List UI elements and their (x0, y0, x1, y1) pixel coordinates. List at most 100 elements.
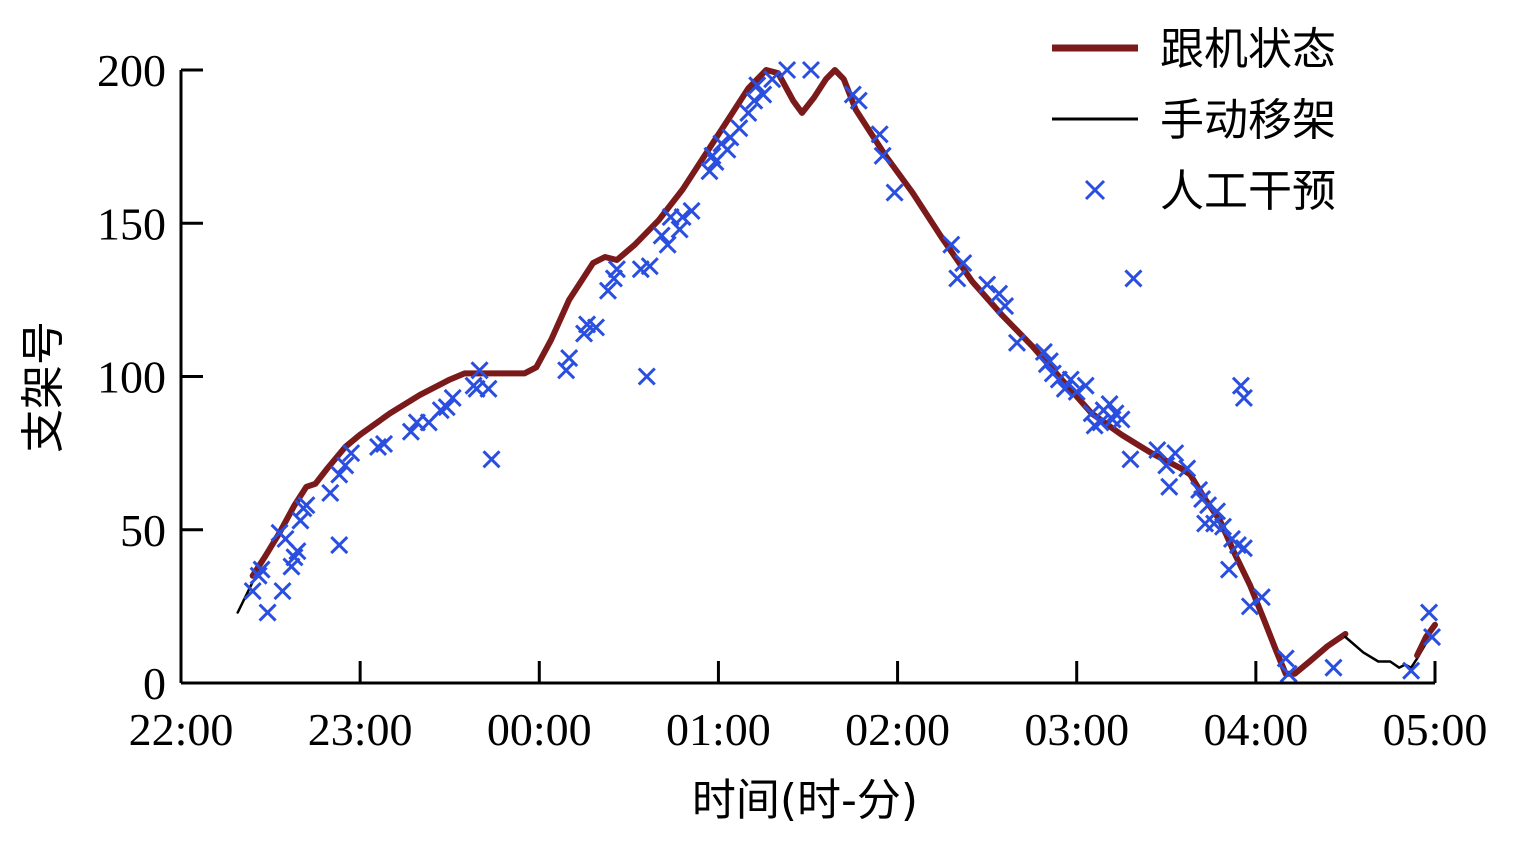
intervention-point (479, 379, 498, 398)
marker-stroke (1199, 496, 1218, 515)
marker-stroke (1091, 413, 1110, 432)
intervention-point (258, 603, 277, 622)
marker-stroke (652, 226, 671, 245)
marker-stroke (745, 91, 764, 110)
intervention-point (1037, 355, 1056, 374)
marker-stroke (700, 162, 719, 181)
legend-label: 人工干预 (1160, 166, 1336, 217)
intervention-point (1160, 477, 1179, 496)
marker-stroke (1422, 627, 1442, 647)
intervention-point (885, 183, 904, 202)
marker-stroke (748, 76, 767, 95)
marker-stroke (1234, 539, 1253, 558)
intervention-point (368, 437, 388, 457)
marker-stroke (276, 529, 295, 549)
intervention-point (470, 361, 489, 380)
intervention-point (995, 296, 1015, 316)
marker-stroke (401, 422, 420, 441)
intervention-point (1076, 376, 1095, 395)
intervention-point (1419, 603, 1439, 622)
plot-area (236, 60, 1442, 683)
marker-stroke (479, 379, 498, 398)
intervention-point (870, 125, 889, 144)
intervention-point (1085, 416, 1104, 435)
marker-stroke (1419, 603, 1439, 622)
intervention-point (748, 76, 767, 95)
marker-stroke (640, 257, 659, 276)
marker-stroke (658, 235, 677, 254)
intervention-point (1121, 450, 1140, 469)
marker-stroke (1219, 560, 1239, 579)
x-tick-label: 22:00 (129, 704, 234, 755)
marker-stroke (557, 361, 576, 380)
intervention-point (1166, 444, 1185, 463)
marker-stroke (682, 201, 701, 221)
marker-stroke (1076, 376, 1095, 395)
marker-stroke (598, 281, 618, 300)
intervention-point (730, 119, 749, 138)
y-axis-title: 支架号 (18, 321, 69, 453)
marker-stroke (637, 367, 656, 386)
marker-stroke (443, 388, 462, 408)
marker-stroke (995, 296, 1015, 316)
marker-stroke (586, 318, 606, 337)
marker-stroke (288, 542, 307, 561)
marker-stroke (703, 146, 722, 165)
intervention-point (1252, 588, 1271, 607)
intervention-point (252, 560, 271, 579)
marker-stroke (1228, 536, 1248, 555)
marker-stroke (291, 511, 310, 530)
intervention-point (763, 70, 782, 89)
intervention-point (1240, 597, 1259, 616)
series-line-tracking (1414, 621, 1438, 659)
marker-stroke (1190, 480, 1209, 499)
marker-stroke (1252, 588, 1271, 607)
marker-stroke (1178, 459, 1197, 478)
marker-stroke (1007, 333, 1027, 352)
marker-stroke (374, 434, 394, 453)
legend-label: 手动移架 (1160, 95, 1336, 146)
x-tick-label: 01:00 (666, 704, 771, 755)
marker-stroke (273, 581, 292, 601)
intervention-point (990, 284, 1009, 303)
marker-stroke (560, 349, 579, 368)
intervention-point (330, 536, 349, 555)
intervention-point (942, 235, 961, 254)
intervention-point (273, 581, 292, 601)
marker-stroke (673, 208, 692, 227)
intervention-point (321, 483, 340, 503)
intervention-point (978, 275, 997, 294)
x-tick-label: 02:00 (845, 704, 950, 755)
intervention-point (1157, 456, 1176, 475)
marker-stroke (330, 465, 349, 484)
x-tick-label: 03:00 (1024, 704, 1129, 755)
marker-stroke (470, 361, 489, 380)
intervention-point (437, 398, 456, 417)
marker-stroke (1324, 658, 1343, 677)
marker-stroke (1148, 440, 1167, 460)
x-tick-label: 00:00 (487, 704, 592, 755)
x-axis-title: 时间(时-分) (692, 775, 918, 826)
intervention-point (1100, 395, 1119, 414)
y-tick-label: 50 (120, 505, 166, 556)
intervention-point (401, 422, 420, 441)
intervention-point (336, 456, 355, 475)
intervention-point (482, 450, 501, 469)
intervention-point (1234, 539, 1253, 558)
intervention-point (1276, 649, 1295, 668)
marker-stroke (1100, 395, 1119, 414)
marker-stroke (739, 103, 758, 122)
marker-stroke (1402, 661, 1421, 680)
intervention-point (948, 269, 967, 288)
intervention-point (1199, 496, 1218, 515)
marker-stroke (1279, 664, 1298, 683)
intervention-point (739, 103, 758, 122)
intervention-point (778, 60, 797, 80)
marker-stroke (437, 398, 456, 417)
intervention-point (954, 254, 973, 273)
marker-stroke (1061, 370, 1080, 389)
marker-stroke (482, 450, 501, 469)
intervention-point (1422, 627, 1442, 647)
legend-marker (1084, 179, 1106, 201)
